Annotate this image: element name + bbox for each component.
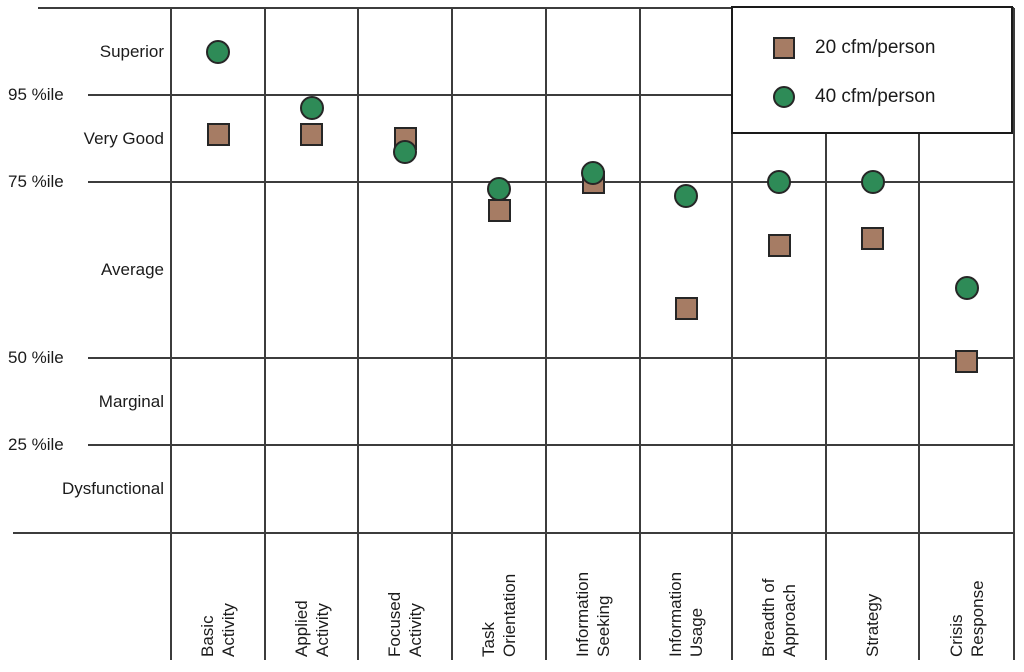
x-axis-category-label-line: Response (967, 580, 987, 657)
x-axis-category-label-line: Breadth of (759, 578, 778, 657)
y-axis-region-label: Average (100, 260, 164, 279)
data-point-square (955, 349, 978, 373)
legend-label-20cfm: 20 cfm/person (815, 37, 936, 58)
data-point-square (674, 297, 698, 321)
chart-top-border (38, 7, 1014, 9)
grid-column-line (731, 8, 733, 660)
x-axis-category-label-line: Information (573, 571, 592, 657)
x-axis-category-label-line: Information (666, 571, 685, 657)
grid-column-line (639, 8, 641, 660)
data-point-square (861, 226, 884, 250)
x-axis-category-label-line: Strategy (863, 593, 882, 657)
grid-column-line (451, 8, 453, 660)
x-axis-category-label: Crisis Response (946, 580, 988, 657)
y-axis-region-label: Dysfunctional (61, 479, 164, 498)
x-axis-category-label-line: Activity (312, 603, 332, 657)
y-axis-tick-label: 25 %ile (8, 435, 64, 454)
legend: 20 cfm/person 40 cfm/person (731, 6, 1013, 134)
data-point-circle (206, 39, 230, 64)
x-axis-category-label: Basic Activity (197, 603, 239, 657)
x-axis-category-label-line: Basic (198, 615, 217, 657)
x-axis-line (13, 532, 1014, 534)
data-point-circle (954, 275, 979, 300)
percentile-gridline (88, 94, 1014, 96)
x-axis-category-label: Information Usage (665, 572, 707, 657)
data-point-circle (674, 184, 698, 209)
percentile-gridline (88, 444, 1014, 446)
x-axis-category-label-line: Focused (385, 591, 404, 657)
data-point-circle (299, 96, 324, 121)
data-point-square (767, 233, 791, 257)
x-axis-category-label-line: Task (479, 622, 498, 657)
legend-label-40cfm: 40 cfm/person (815, 86, 936, 107)
x-axis-category-label-line: Crisis (946, 614, 966, 658)
grid-column-line (545, 8, 547, 660)
grid-column-line (918, 8, 920, 660)
data-point-circle (393, 139, 417, 164)
grid-column-line (264, 8, 266, 660)
data-point-square (300, 122, 323, 146)
grid-column-line (170, 8, 172, 660)
x-axis-category-label: Task Orientation (478, 574, 520, 657)
y-axis-region-label: Superior (99, 41, 164, 61)
data-point-circle (487, 177, 511, 202)
x-axis-category-label-line: Activity (219, 603, 238, 657)
x-axis-category-label: Applied Activity (291, 600, 333, 657)
grid-column-line (1013, 8, 1015, 660)
grid-column-line (357, 8, 359, 660)
legend-square-swatch (773, 37, 795, 59)
x-axis-category-label-line: Approach (780, 584, 799, 657)
data-point-square (487, 198, 511, 222)
x-axis-category-label-line: Usage (687, 607, 706, 657)
x-axis-category-label-line: Orientation (500, 573, 519, 657)
percentile-gridline (88, 181, 1014, 183)
legend-circle-swatch (773, 86, 795, 108)
x-axis-category-label-line: Seeking (594, 595, 613, 657)
percentile-gridline (88, 357, 1014, 359)
x-axis-category-label: Information Seeking (572, 572, 614, 657)
data-point-circle (860, 170, 885, 194)
legend-row-40cfm: 40 cfm/person (733, 79, 935, 115)
y-axis-tick-label: 75 %ile (8, 172, 64, 191)
data-point-circle (581, 161, 605, 186)
y-axis-region-label: Marginal (98, 391, 164, 411)
legend-row-20cfm: 20 cfm/person (733, 30, 935, 66)
y-axis-tick-label: 50 %ile (8, 348, 64, 367)
x-axis-category-label: Focused Activity (384, 592, 426, 657)
x-axis-category-label: Strategy (862, 594, 883, 657)
x-axis-category-label-line: Applied (291, 600, 311, 657)
x-axis-category-label: Breadth of Approach (758, 579, 800, 657)
grid-column-line (825, 8, 827, 660)
data-point-square (206, 122, 230, 146)
x-axis-category-label-line: Activity (406, 603, 425, 657)
y-axis-region-label: Very Good (83, 128, 164, 148)
data-point-circle (767, 170, 791, 194)
y-axis-tick-label: 95 %ile (8, 85, 64, 104)
